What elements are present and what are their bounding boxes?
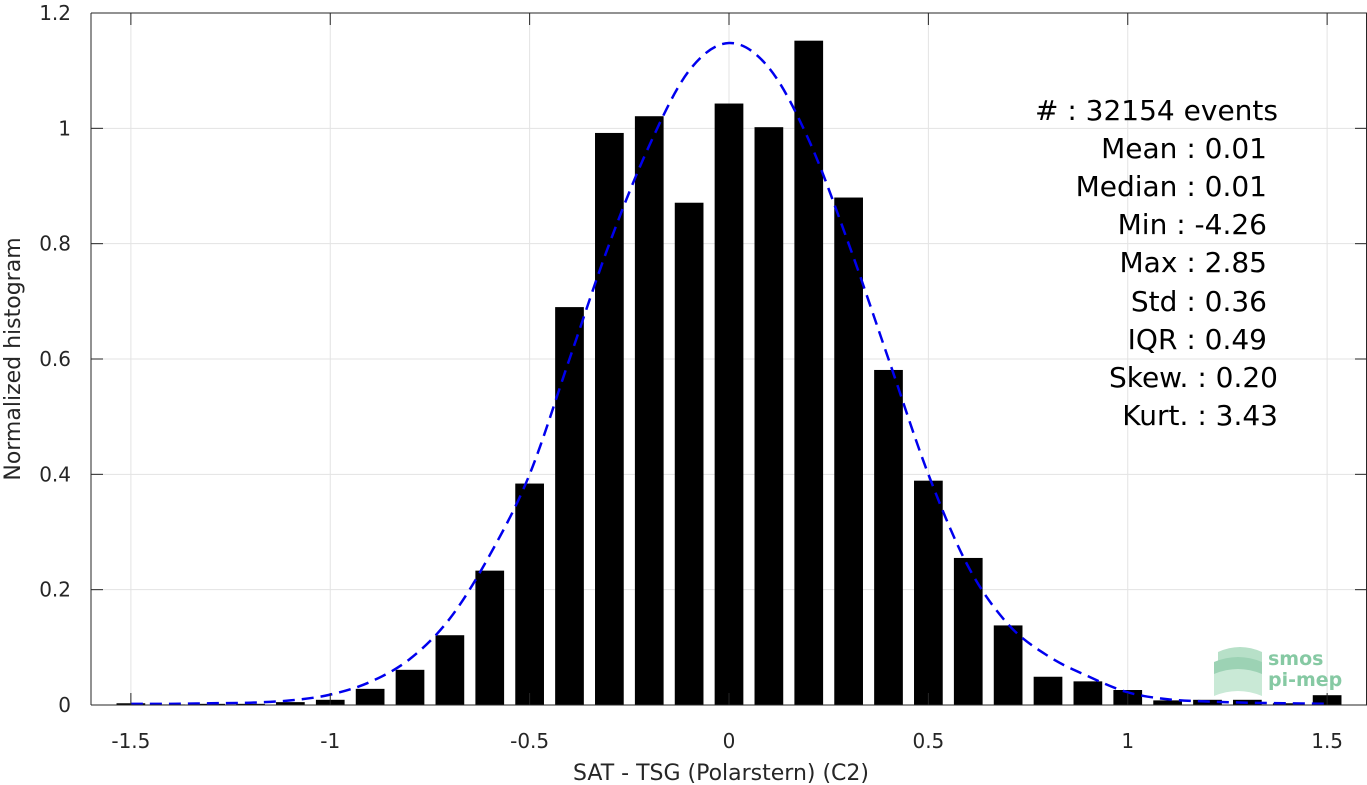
y-tick-label: 1.2 <box>39 1 71 25</box>
logo-waves-icon <box>1214 647 1262 696</box>
histogram-bar <box>595 132 624 706</box>
x-axis-label: SAT - TSG (Polarstern) (C2) <box>573 761 869 785</box>
x-tick-label: 1.5 <box>1311 729 1343 753</box>
histogram-bar <box>953 557 983 705</box>
histogram-bars <box>116 40 1342 706</box>
stat-min: Min : -4.26 <box>1118 208 1267 241</box>
logo-text-smos: smos <box>1268 648 1323 670</box>
x-tick-label: -1.5 <box>111 729 150 753</box>
x-tick-label: 0 <box>723 729 736 753</box>
histogram-bar <box>355 688 385 705</box>
histogram-bar <box>914 480 943 705</box>
histogram-bar <box>674 202 704 705</box>
y-tick-label: 0.6 <box>39 347 71 371</box>
histogram-bar <box>794 40 824 706</box>
histogram-bar <box>1073 681 1103 705</box>
y-tick-label: 1 <box>58 116 71 140</box>
y-tick-label: 0 <box>58 693 71 717</box>
histogram-bar <box>276 702 305 705</box>
y-tick-label: 0.8 <box>39 232 71 256</box>
stats-panel: # : 32154 events Mean : 0.01 Median : 0.… <box>1035 94 1278 432</box>
histogram-bar <box>475 570 505 705</box>
x-tick-label: -0.5 <box>510 729 549 753</box>
histogram-bar <box>834 197 863 706</box>
y-axis-ticks: 0 0.2 0.4 0.6 0.8 1 1.2 <box>39 1 1367 717</box>
stat-count: # : 32154 events <box>1035 94 1278 127</box>
stat-max: Max : 2.85 <box>1120 246 1267 279</box>
histogram-bar <box>1033 676 1063 705</box>
histogram-bar <box>993 625 1023 705</box>
histogram-bar <box>634 116 664 706</box>
stat-std: Std : 0.36 <box>1131 285 1267 318</box>
histogram-bar <box>1153 700 1182 705</box>
histogram-bar <box>236 703 265 705</box>
histogram-bar <box>395 669 425 705</box>
y-axis-label: Normalized histogram <box>1 237 26 480</box>
stat-kurtosis: Kurt. : 3.43 <box>1122 399 1278 432</box>
x-axis-ticks: -1.5 -1 -0.5 0 0.5 1 1.5 <box>111 13 1343 753</box>
smos-pimep-logo: smos pi-mep <box>1214 647 1342 696</box>
histogram-bar <box>874 369 903 705</box>
stat-skewness: Skew. : 0.20 <box>1109 361 1278 394</box>
histogram-bar <box>1272 703 1302 705</box>
x-tick-label: 0.5 <box>912 729 944 753</box>
histogram-bar <box>435 635 465 705</box>
y-tick-label: 0.4 <box>39 462 71 486</box>
histogram-bar <box>555 307 584 705</box>
histogram-bar <box>714 103 744 705</box>
y-tick-label: 0.2 <box>39 578 71 602</box>
stat-mean: Mean : 0.01 <box>1101 132 1267 165</box>
logo-text-pimep: pi-mep <box>1268 669 1342 691</box>
fit-curve <box>130 41 1328 706</box>
x-tick-label: 1 <box>1121 729 1134 753</box>
stat-median: Median : 0.01 <box>1076 170 1267 203</box>
histogram-bar <box>754 127 784 706</box>
stat-iqr: IQR : 0.49 <box>1128 323 1267 356</box>
x-tick-label: -1 <box>320 729 340 753</box>
histogram-bar <box>515 483 544 705</box>
